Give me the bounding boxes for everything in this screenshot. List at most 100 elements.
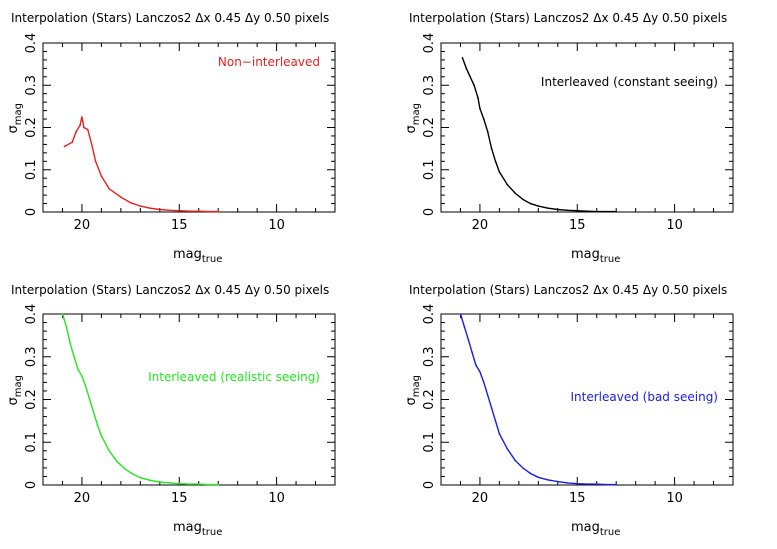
data-point <box>120 196 122 199</box>
data-point <box>123 467 126 470</box>
data-point <box>521 467 524 469</box>
data-point <box>159 481 161 483</box>
data-point <box>100 435 103 437</box>
data-point <box>529 472 532 475</box>
y-axis-label: σmag <box>404 103 422 133</box>
data-point <box>615 483 617 486</box>
data-point <box>77 368 79 371</box>
data-point <box>521 198 524 201</box>
x-axis-label: magtrue <box>173 520 222 538</box>
data-point <box>506 447 508 450</box>
data-point <box>477 97 479 99</box>
series-line <box>461 57 617 213</box>
chart-panel-3: Interpolation (Stars) Lanczos2 Δx 0.45 Δ… <box>6 283 336 538</box>
x-tick-label: 10 <box>666 218 683 233</box>
data-point <box>586 483 588 485</box>
data-point <box>486 394 489 397</box>
y-tick-label: 0.3 <box>24 75 39 96</box>
data-point <box>149 207 151 209</box>
data-point <box>576 482 579 485</box>
y-axis-label: σmag <box>6 103 24 133</box>
x-tick-label: 20 <box>472 218 489 233</box>
data-point <box>514 192 516 194</box>
y-tick-label: 0.3 <box>24 346 39 367</box>
data-point <box>139 205 142 207</box>
chart-title: Interpolation (Stars) Lanczos2 Δx 0.45 Δ… <box>11 283 329 297</box>
data-point <box>75 130 77 133</box>
data-point <box>615 210 617 213</box>
data-point <box>461 56 464 59</box>
y-tick-label: 0.1 <box>24 159 39 180</box>
data-point <box>83 126 85 129</box>
data-point <box>69 343 72 345</box>
data-point <box>188 210 190 212</box>
data-point <box>178 482 181 485</box>
data-point <box>473 84 475 87</box>
x-tick-label: 10 <box>268 491 285 506</box>
series-line <box>459 313 617 486</box>
data-point <box>85 385 87 388</box>
y-axis-label: σmag <box>404 375 422 405</box>
data-point <box>475 364 477 367</box>
data-point <box>605 483 608 486</box>
x-axis-label: magtrue <box>571 520 620 538</box>
data-point <box>71 141 73 144</box>
x-axis-label: magtrue <box>571 247 620 265</box>
y-tick-label: 0.1 <box>422 159 437 180</box>
x-tick-label: 15 <box>569 491 586 506</box>
data-point <box>595 210 598 213</box>
data-point <box>483 381 485 384</box>
data-point <box>159 208 161 211</box>
y-tick-label: 0 <box>422 208 437 216</box>
data-point <box>88 398 91 401</box>
y-tick-label: 0.2 <box>24 389 39 410</box>
x-tick-label: 15 <box>171 491 188 506</box>
data-point <box>207 483 210 486</box>
y-tick-label: 0.4 <box>422 304 437 325</box>
data-point <box>566 482 569 484</box>
y-tick-label: 0.2 <box>422 389 437 410</box>
x-tick-label: 20 <box>74 491 91 506</box>
data-point <box>498 171 501 173</box>
x-tick-label: 10 <box>268 218 285 233</box>
data-point <box>486 130 489 133</box>
data-point <box>168 209 171 212</box>
data-point <box>61 313 64 315</box>
data-point <box>94 160 97 163</box>
data-point <box>490 407 493 409</box>
series-line <box>61 313 219 486</box>
data-point <box>576 209 579 212</box>
data-point <box>498 432 501 435</box>
data-point <box>81 116 83 118</box>
data-point <box>108 187 110 190</box>
y-tick-label: 0 <box>24 208 39 216</box>
chart-panel-2: Interpolation (Stars) Lanczos2 Δx 0.45 Δ… <box>404 11 734 265</box>
data-point <box>471 351 473 354</box>
data-point <box>90 143 93 146</box>
data-point <box>217 483 219 486</box>
data-point <box>537 205 540 207</box>
y-tick-label: 0.2 <box>24 117 39 138</box>
data-point <box>557 208 559 211</box>
data-point <box>139 476 142 479</box>
x-tick-label: 15 <box>171 218 188 233</box>
data-point <box>566 209 569 212</box>
chart-panel-4: Interpolation (Stars) Lanczos2 Δx 0.45 Δ… <box>404 283 734 538</box>
y-tick-label: 0 <box>422 481 437 489</box>
y-tick-label: 0.4 <box>24 33 39 54</box>
y-tick-label: 0.3 <box>422 75 437 96</box>
data-point <box>557 480 559 483</box>
y-tick-label: 0.4 <box>24 304 39 325</box>
y-tick-label: 0.1 <box>422 432 437 453</box>
data-point <box>467 338 470 341</box>
data-point <box>595 483 598 485</box>
data-point <box>116 460 118 463</box>
data-point <box>494 420 497 422</box>
data-point <box>188 483 190 485</box>
data-point <box>547 207 549 209</box>
data-point <box>92 411 95 414</box>
data-point <box>547 479 549 481</box>
data-point <box>605 210 608 213</box>
legend-label: Interleaved (bad seeing) <box>571 390 719 404</box>
